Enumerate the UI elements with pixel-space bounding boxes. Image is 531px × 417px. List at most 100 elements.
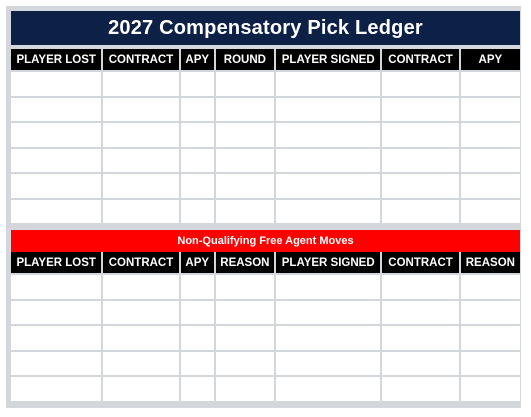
table-cell[interactable]	[103, 123, 179, 147]
table-cell[interactable]	[215, 199, 274, 223]
table-cell[interactable]	[103, 148, 179, 172]
table-cell[interactable]	[103, 97, 179, 121]
table-cell[interactable]	[382, 199, 459, 223]
table-cell[interactable]	[460, 148, 520, 172]
table-cell[interactable]	[460, 123, 520, 147]
table-row	[11, 123, 520, 147]
table-cell[interactable]	[11, 148, 102, 172]
table-cell[interactable]	[215, 97, 274, 121]
table-cell[interactable]	[460, 300, 520, 324]
table-row	[11, 148, 520, 172]
table-cell[interactable]	[276, 377, 381, 401]
table-cell[interactable]	[180, 174, 214, 198]
table-cell[interactable]	[103, 300, 179, 324]
table-cell[interactable]	[215, 326, 274, 350]
col-reason-signed: REASON	[460, 252, 520, 273]
table-cell[interactable]	[11, 199, 102, 223]
table-cell[interactable]	[180, 300, 214, 324]
table-cell[interactable]	[103, 199, 179, 223]
table-cell[interactable]	[11, 174, 102, 198]
table-cell[interactable]	[382, 97, 459, 121]
table-row	[11, 300, 520, 324]
table-cell[interactable]	[180, 377, 214, 401]
col-round: ROUND	[215, 49, 274, 70]
col-apy: APY	[180, 49, 214, 70]
table-cell[interactable]	[11, 300, 102, 324]
table-cell[interactable]	[103, 351, 179, 375]
table-cell[interactable]	[180, 326, 214, 350]
table-cell[interactable]	[382, 148, 459, 172]
table-cell[interactable]	[276, 174, 381, 198]
table-cell[interactable]	[382, 275, 459, 299]
table-cell[interactable]	[11, 326, 102, 350]
table-cell[interactable]	[276, 275, 381, 299]
ledger-frame: 2027 Compensatory Pick Ledger PLAYER LOS…	[6, 6, 521, 408]
col-reason: REASON	[215, 252, 274, 273]
table-cell[interactable]	[276, 326, 381, 350]
table-cell[interactable]	[215, 148, 274, 172]
table-cell[interactable]	[460, 275, 520, 299]
table-cell[interactable]	[276, 300, 381, 324]
table-cell[interactable]	[11, 97, 102, 121]
table-cell[interactable]	[460, 326, 520, 350]
table-cell[interactable]	[276, 199, 381, 223]
table-cell[interactable]	[215, 174, 274, 198]
non-qualifying-table: PLAYER LOST CONTRACT APY REASON PLAYER S…	[9, 250, 522, 403]
table-cell[interactable]	[276, 123, 381, 147]
table-cell[interactable]	[382, 72, 459, 96]
col-contract-signed: CONTRACT	[382, 49, 459, 70]
table-cell[interactable]	[382, 377, 459, 401]
non-qualifying-banner: Non-Qualifying Free Agent Moves	[11, 230, 520, 252]
table-cell[interactable]	[103, 275, 179, 299]
table-cell[interactable]	[103, 72, 179, 96]
table-cell[interactable]	[103, 326, 179, 350]
table-cell[interactable]	[460, 199, 520, 223]
table-cell[interactable]	[11, 351, 102, 375]
table-cell[interactable]	[11, 275, 102, 299]
table-cell[interactable]	[180, 72, 214, 96]
table-cell[interactable]	[460, 97, 520, 121]
table-cell[interactable]	[276, 351, 381, 375]
table-cell[interactable]	[215, 275, 274, 299]
col-player-lost: PLAYER LOST	[11, 49, 102, 70]
table-row	[11, 377, 520, 401]
table-cell[interactable]	[382, 351, 459, 375]
table-cell[interactable]	[180, 351, 214, 375]
table-cell[interactable]	[276, 97, 381, 121]
table-cell[interactable]	[276, 148, 381, 172]
table-cell[interactable]	[180, 199, 214, 223]
table-cell[interactable]	[11, 72, 102, 96]
table-cell[interactable]	[460, 377, 520, 401]
table-cell[interactable]	[215, 377, 274, 401]
table-cell[interactable]	[11, 377, 102, 401]
table-cell[interactable]	[276, 72, 381, 96]
table-cell[interactable]	[180, 97, 214, 121]
table-cell[interactable]	[382, 123, 459, 147]
table-cell[interactable]	[103, 174, 179, 198]
table-cell[interactable]	[215, 123, 274, 147]
table-header-row: PLAYER LOST CONTRACT APY REASON PLAYER S…	[11, 252, 520, 273]
table-cell[interactable]	[11, 123, 102, 147]
table-cell[interactable]	[460, 72, 520, 96]
table-cell[interactable]	[103, 377, 179, 401]
col-player-lost: PLAYER LOST	[11, 252, 102, 273]
table-row	[11, 174, 520, 198]
table-row	[11, 72, 520, 96]
col-contract-signed: CONTRACT	[382, 252, 459, 273]
col-apy-signed: APY	[460, 49, 520, 70]
table-row	[11, 326, 520, 350]
table-cell[interactable]	[215, 351, 274, 375]
table-cell[interactable]	[382, 174, 459, 198]
table-cell[interactable]	[460, 174, 520, 198]
col-contract: CONTRACT	[103, 252, 179, 273]
col-player-signed: PLAYER SIGNED	[276, 49, 381, 70]
table-cell[interactable]	[215, 72, 274, 96]
table-cell[interactable]	[215, 300, 274, 324]
table-cell[interactable]	[382, 300, 459, 324]
table-cell[interactable]	[180, 275, 214, 299]
table-cell[interactable]	[382, 326, 459, 350]
table-cell[interactable]	[180, 123, 214, 147]
table-cell[interactable]	[460, 351, 520, 375]
compensatory-ledger-table: PLAYER LOST CONTRACT APY ROUND PLAYER SI…	[9, 47, 522, 225]
table-cell[interactable]	[180, 148, 214, 172]
